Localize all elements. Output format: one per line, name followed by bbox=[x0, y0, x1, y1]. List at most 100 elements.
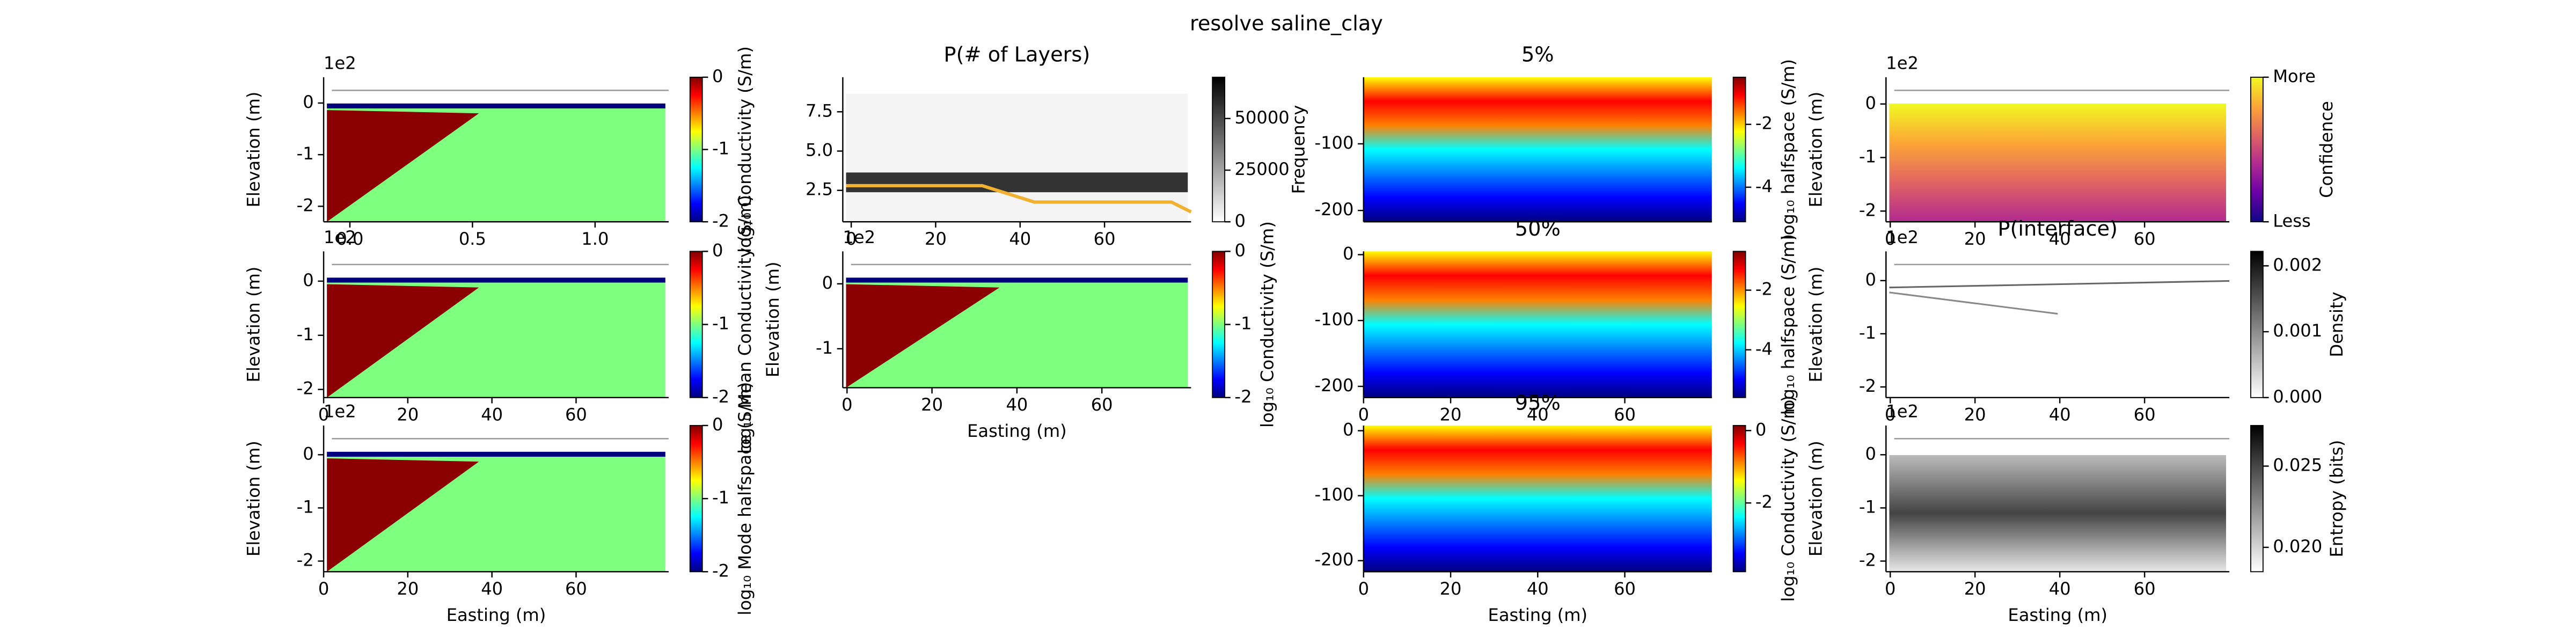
x-tick-label: 0.5 bbox=[459, 229, 486, 249]
image-top-layer bbox=[846, 277, 1188, 283]
colorbar-label: Frequency bbox=[1288, 105, 1308, 194]
x-tick-label: 40 bbox=[2049, 229, 2071, 249]
x-tick-label: 40 bbox=[1527, 404, 1549, 425]
y-tick-label: 0 bbox=[303, 92, 313, 112]
y-tick-label: 7.5 bbox=[806, 100, 833, 121]
y-tick-label: -1 bbox=[1859, 147, 1876, 167]
colorbar-label: log₁₀ Mode halfspace (S/m) bbox=[735, 382, 755, 616]
y-offset-label: 1e2 bbox=[843, 227, 875, 247]
x-tick-label: 40 bbox=[2049, 404, 2071, 425]
colorbar bbox=[689, 251, 703, 398]
panel-title: 5% bbox=[1521, 43, 1554, 67]
figure-title: resolve saline_clay bbox=[1190, 11, 1383, 35]
colorbar-label: log₁₀ halfspace (S/m) bbox=[1778, 59, 1798, 240]
x-tick-label: 60 bbox=[2134, 404, 2156, 425]
y-axis-label: Elevation (m) bbox=[243, 92, 264, 208]
colorbar-label: log₁₀ Conductivity (S/m) bbox=[735, 46, 755, 253]
image-section bbox=[1363, 251, 1712, 398]
colorbar-tick-label: 0 bbox=[1235, 210, 1246, 231]
colorbar-label: Entropy (bits) bbox=[2326, 440, 2347, 558]
image-trace bbox=[846, 184, 1192, 214]
x-tick-label: 40 bbox=[481, 579, 503, 599]
colorbar-tick-label: -2 bbox=[1235, 386, 1252, 407]
colorbar bbox=[1732, 425, 1746, 573]
y-tick-label: 0 bbox=[1343, 420, 1353, 440]
colorbar-tick-label: -2 bbox=[1755, 113, 1773, 134]
colorbar bbox=[1212, 76, 1226, 223]
y-offset-label: 1e2 bbox=[1886, 227, 1919, 247]
y-offset-label: 1e2 bbox=[324, 227, 356, 247]
x-tick-label: 60 bbox=[1091, 394, 1113, 415]
y-axis-label: Elevation (m) bbox=[243, 441, 264, 557]
y-offset-label: 1e2 bbox=[324, 53, 356, 73]
x-axis-label: Easting (m) bbox=[2008, 605, 2107, 625]
y-axis-label: Elevation (m) bbox=[243, 267, 264, 383]
y-tick-label: -100 bbox=[1315, 309, 1354, 330]
x-tick-label: 60 bbox=[565, 579, 587, 599]
image-band bbox=[846, 172, 1188, 193]
y-tick-label: -1 bbox=[1859, 323, 1876, 343]
colorbar bbox=[2250, 251, 2264, 398]
panel-title: 50% bbox=[1515, 217, 1561, 241]
x-tick-label: 20 bbox=[1440, 579, 1462, 599]
y-axis-label: Elevation (m) bbox=[763, 262, 783, 378]
panel-title: P(# of Layers) bbox=[944, 43, 1091, 67]
x-tick-label: 60 bbox=[2134, 579, 2156, 599]
colorbar bbox=[1212, 251, 1226, 398]
colorbar-tick-label: 0 bbox=[712, 240, 723, 260]
image-interface bbox=[1889, 280, 2230, 289]
y-tick-label: 0 bbox=[822, 273, 833, 293]
colorbar bbox=[1732, 76, 1746, 223]
y-tick-label: 0 bbox=[1343, 244, 1353, 264]
colorbar-tick-label: 0.001 bbox=[2273, 320, 2322, 341]
colorbar-tick-label: 0.000 bbox=[2273, 386, 2322, 407]
y-axis-label: Elevation (m) bbox=[1806, 92, 1826, 208]
y-tick-label: -1 bbox=[297, 324, 314, 345]
image-top-layer bbox=[327, 277, 665, 283]
x-tick-label: 20 bbox=[1964, 229, 1986, 249]
x-tick-label: 1.0 bbox=[581, 229, 609, 249]
image-section bbox=[1889, 455, 2226, 572]
y-tick-label: -200 bbox=[1315, 550, 1354, 570]
x-tick-label: 60 bbox=[1614, 579, 1636, 599]
x-tick-label: 0 bbox=[318, 404, 329, 425]
x-tick-label: 60 bbox=[1614, 404, 1636, 425]
colorbar-tick-label: 50000 bbox=[1235, 107, 1290, 128]
colorbar-tick-label: -4 bbox=[1755, 339, 1773, 359]
colorbar-label: log₁₀ Conductivity (S/m) bbox=[1257, 221, 1278, 428]
colorbar-tick-label: -1 bbox=[712, 487, 729, 508]
x-tick-label: 20 bbox=[1964, 404, 1986, 425]
image-conductive-layer bbox=[327, 110, 479, 222]
x-tick-label: 0 bbox=[318, 579, 329, 599]
image-interface bbox=[1889, 291, 2058, 315]
colorbar-tick-label: -2 bbox=[712, 386, 729, 407]
image-section bbox=[1363, 77, 1712, 222]
y-tick-label: -2 bbox=[297, 378, 314, 399]
colorbar-label: log₁₀ Mean Conductivity (S/m) bbox=[735, 195, 755, 453]
image-section bbox=[1363, 425, 1712, 572]
x-tick-label: 60 bbox=[1094, 229, 1116, 249]
colorbar bbox=[689, 76, 703, 223]
colorbar-tick-label: 0 bbox=[1755, 419, 1766, 440]
image-conductive-layer bbox=[327, 284, 479, 398]
colorbar-tick-label: Less bbox=[2273, 210, 2311, 231]
colorbar-tick-label: -4 bbox=[1755, 176, 1773, 196]
x-tick-label: 20 bbox=[925, 229, 947, 249]
colorbar bbox=[2250, 76, 2264, 223]
y-axis-label: Elevation (m) bbox=[1806, 441, 1826, 557]
y-tick-label: -200 bbox=[1315, 375, 1354, 396]
x-tick-label: 0 bbox=[1885, 229, 1896, 249]
y-tick-label: -2 bbox=[1859, 200, 1876, 220]
y-tick-label: 0 bbox=[1865, 269, 1876, 290]
image-top-layer bbox=[327, 451, 665, 457]
colorbar-tick-label: -1 bbox=[1235, 313, 1252, 334]
image-conductive-layer bbox=[327, 458, 479, 572]
colorbar bbox=[689, 425, 703, 573]
x-tick-label: 60 bbox=[565, 404, 587, 425]
y-tick-label: -200 bbox=[1315, 199, 1354, 219]
colorbar-tick-label: More bbox=[2273, 66, 2316, 86]
y-offset-label: 1e2 bbox=[1886, 401, 1919, 421]
x-tick-label: 60 bbox=[2134, 229, 2156, 249]
y-offset-label: 1e2 bbox=[324, 401, 356, 421]
